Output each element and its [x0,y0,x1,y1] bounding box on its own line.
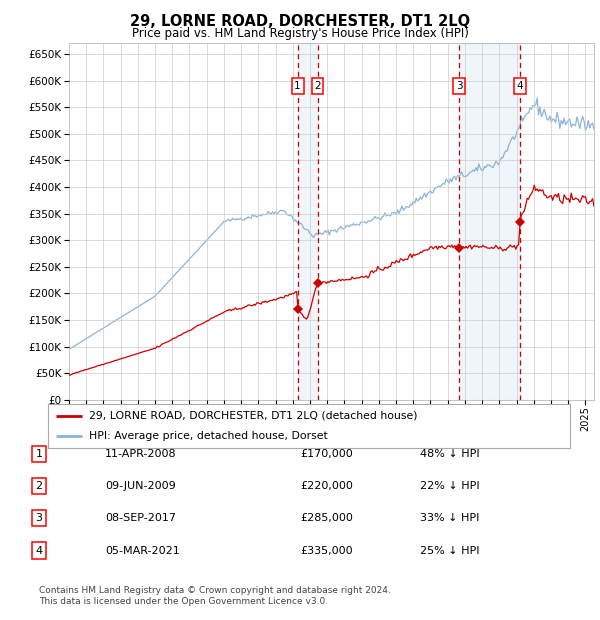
Text: 1: 1 [294,81,301,91]
Text: 4: 4 [517,81,523,91]
Text: 09-JUN-2009: 09-JUN-2009 [105,481,176,491]
Text: 25% ↓ HPI: 25% ↓ HPI [420,546,479,556]
Text: 29, LORNE ROAD, DORCHESTER, DT1 2LQ (detached house): 29, LORNE ROAD, DORCHESTER, DT1 2LQ (det… [89,411,417,421]
Text: 3: 3 [35,513,43,523]
Text: 4: 4 [35,546,43,556]
Text: 1: 1 [35,449,43,459]
Text: 3: 3 [456,81,463,91]
Text: This data is licensed under the Open Government Licence v3.0.: This data is licensed under the Open Gov… [39,597,328,606]
Bar [298,43,317,400]
Text: £335,000: £335,000 [300,546,353,556]
Text: 48% ↓ HPI: 48% ↓ HPI [420,449,479,459]
Text: Price paid vs. HM Land Registry's House Price Index (HPI): Price paid vs. HM Land Registry's House … [131,27,469,40]
Text: 2: 2 [35,481,43,491]
Text: 33% ↓ HPI: 33% ↓ HPI [420,513,479,523]
Text: £170,000: £170,000 [300,449,353,459]
Text: 2: 2 [314,81,321,91]
Text: 05-MAR-2021: 05-MAR-2021 [105,546,180,556]
Text: 29, LORNE ROAD, DORCHESTER, DT1 2LQ: 29, LORNE ROAD, DORCHESTER, DT1 2LQ [130,14,470,29]
Bar [460,43,520,400]
Text: Contains HM Land Registry data © Crown copyright and database right 2024.: Contains HM Land Registry data © Crown c… [39,586,391,595]
Text: 11-APR-2008: 11-APR-2008 [105,449,176,459]
Text: 22% ↓ HPI: 22% ↓ HPI [420,481,479,491]
Text: £285,000: £285,000 [300,513,353,523]
Text: 08-SEP-2017: 08-SEP-2017 [105,513,176,523]
Text: HPI: Average price, detached house, Dorset: HPI: Average price, detached house, Dors… [89,431,328,441]
Text: £220,000: £220,000 [300,481,353,491]
